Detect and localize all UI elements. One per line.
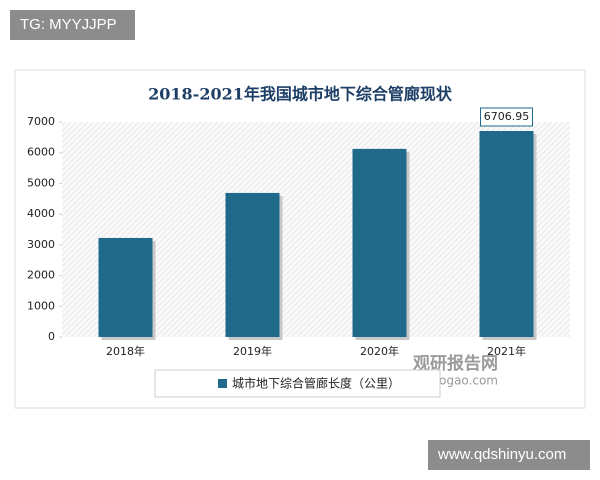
legend-swatch	[218, 379, 227, 388]
x-tick-label: 2021年	[487, 344, 526, 358]
bar	[225, 192, 280, 337]
badge: www.qdshinyu.com	[428, 440, 590, 470]
y-tick-label: 2000	[27, 269, 55, 282]
x-tick-label: 2018年	[106, 344, 145, 358]
y-tick-label: 0	[48, 330, 55, 343]
y-tick-label: 5000	[27, 176, 55, 189]
legend-box	[154, 369, 441, 398]
legend-label: 城市地下综合管廊长度（公里）	[232, 376, 400, 391]
y-tick-label: 7000	[27, 115, 55, 128]
watermark: 观研报告网	[412, 353, 498, 374]
bar	[98, 237, 153, 337]
bar	[479, 131, 534, 337]
badge: TG: MYYJJPP	[10, 10, 135, 40]
y-tick-label: 3000	[27, 238, 55, 251]
data-label-box	[480, 107, 533, 127]
data-label: 6706.95	[484, 110, 530, 123]
bar	[352, 148, 407, 337]
x-tick-label: 2019年	[233, 344, 272, 358]
chart: 2018-2021年我国城市地下综合管廊现状 观研报告网 chinabaogao…	[14, 69, 586, 409]
y-tick-label: 4000	[27, 207, 55, 220]
x-tick-label: 2020年	[360, 344, 399, 358]
y-tick-label: 1000	[27, 299, 55, 312]
y-tick-label: 6000	[27, 146, 55, 159]
chart-title: 2018-2021年我国城市地下综合管廊现状	[148, 85, 453, 104]
